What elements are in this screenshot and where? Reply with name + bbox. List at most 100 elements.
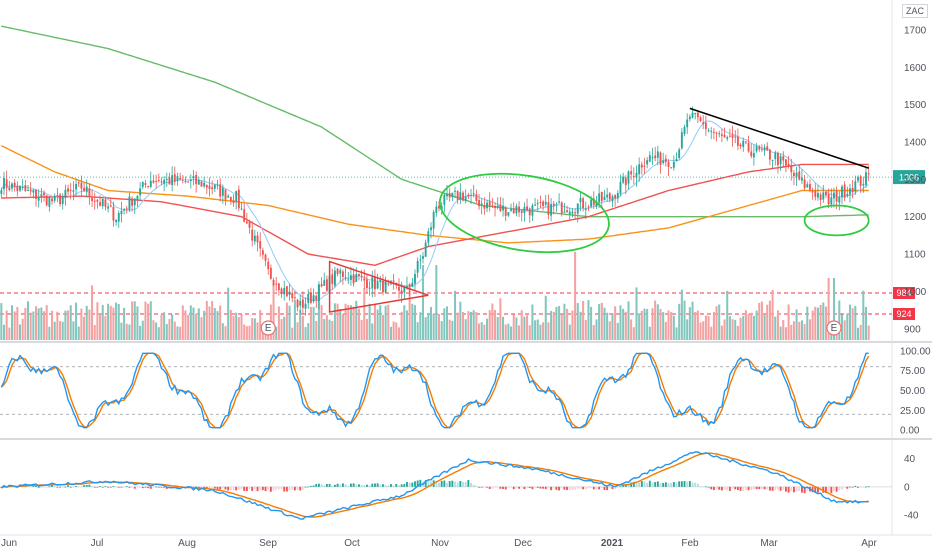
volume-bar <box>173 321 176 340</box>
macd-histogram-bar <box>774 486 777 491</box>
currency-label[interactable]: ZAC <box>902 4 928 18</box>
volume-bar <box>219 305 222 340</box>
macd-histogram-bar <box>112 486 115 487</box>
candle-body <box>670 167 673 169</box>
macd-histogram-bar <box>723 486 726 490</box>
volume-bar <box>301 316 304 340</box>
volume-bar <box>376 309 379 340</box>
volume-bar <box>85 305 88 340</box>
macd-histogram-bar <box>662 483 665 487</box>
candle-body <box>712 131 715 133</box>
volume-bar <box>694 312 697 340</box>
volume-bar <box>336 303 339 340</box>
volume-bar <box>750 312 753 340</box>
volume-bar <box>776 310 779 340</box>
candle-body <box>312 295 315 302</box>
volume-bar <box>165 324 168 340</box>
macd-histogram-bar <box>325 484 328 487</box>
volume-bar <box>867 325 870 340</box>
macd-histogram-bar <box>520 486 523 488</box>
candle-body <box>371 277 374 289</box>
candle-body <box>859 176 862 186</box>
candle-body <box>510 208 512 211</box>
candle-body <box>296 299 299 308</box>
candle-body <box>736 136 739 146</box>
volume-bar <box>598 304 601 340</box>
macd-histogram-bar <box>291 486 294 490</box>
candle-body <box>576 203 579 214</box>
volume-bar <box>163 312 166 340</box>
candle-body <box>229 196 232 201</box>
candle-body <box>483 205 486 209</box>
macd-histogram-bar <box>726 486 729 490</box>
volume-bar <box>64 310 67 340</box>
macd-histogram-bar <box>496 486 499 488</box>
candle-body <box>862 183 865 186</box>
macd-histogram-bar <box>163 486 166 488</box>
volume-bar <box>494 309 497 340</box>
macd-histogram-bar <box>64 486 67 488</box>
volume-bar <box>670 312 673 340</box>
volume-bar <box>688 307 691 340</box>
volume-bar <box>662 312 665 340</box>
volume-bar <box>325 315 328 340</box>
candle-body <box>462 192 464 201</box>
volume-bar <box>347 305 350 340</box>
volume-bar <box>32 311 35 340</box>
volume-bar <box>291 327 294 340</box>
macd-histogram-bar <box>285 486 288 492</box>
candle-body <box>747 142 750 152</box>
candle-body <box>790 165 793 173</box>
volume-bar <box>99 313 102 340</box>
volume-bar <box>352 306 355 340</box>
candle-body <box>590 199 593 207</box>
volume-bar <box>365 318 368 340</box>
macd-histogram-bar <box>841 486 843 490</box>
candle-body <box>331 274 334 284</box>
candle-body <box>491 205 494 207</box>
macd-histogram-bar <box>518 486 520 489</box>
macd-histogram-bar <box>387 485 390 487</box>
macd-axis-tick: 40 <box>904 454 916 465</box>
macd-histogram-bar <box>608 486 611 489</box>
volume-bar <box>523 316 526 340</box>
candle-body <box>176 176 179 181</box>
candle-body <box>707 130 710 132</box>
candle-body <box>686 119 689 128</box>
price-axis-tick: 1000 <box>904 287 927 298</box>
stochastic-d-line <box>0 352 870 429</box>
macd-histogram-bar <box>603 486 606 490</box>
volume-bar <box>29 312 32 340</box>
volume-bar <box>203 310 206 340</box>
macd-histogram-bar <box>747 486 750 491</box>
candle-body <box>470 194 472 196</box>
candle-body <box>13 182 16 188</box>
earnings-marker <box>826 320 842 336</box>
candle-body <box>720 134 723 136</box>
candle-body <box>3 178 5 190</box>
volume-bar <box>13 311 16 340</box>
moving-average-line <box>1 25 869 218</box>
volume-bar <box>840 314 843 340</box>
macd-histogram-bar <box>750 486 753 491</box>
volume-bar <box>718 304 721 340</box>
candle-body <box>563 211 566 213</box>
volume-bar <box>333 303 336 340</box>
candle-body <box>731 134 734 138</box>
macd-histogram-bar <box>80 486 83 488</box>
candle-body <box>518 206 520 213</box>
volume-bar <box>475 312 478 340</box>
macd-histogram-bar <box>403 484 406 487</box>
candle-body <box>833 192 835 199</box>
volume-bar <box>462 312 465 340</box>
macd-histogram-bar <box>739 486 742 491</box>
volume-bar <box>283 316 286 340</box>
macd-histogram-bar <box>672 482 675 487</box>
volume-bar <box>734 319 737 340</box>
volume-bar <box>339 309 342 340</box>
macd-histogram-bar <box>798 486 801 492</box>
volume-bar <box>536 319 539 340</box>
macd-histogram-bar <box>104 486 107 488</box>
volume-bar <box>195 313 198 340</box>
price-axis-tick: 900 <box>904 324 921 335</box>
